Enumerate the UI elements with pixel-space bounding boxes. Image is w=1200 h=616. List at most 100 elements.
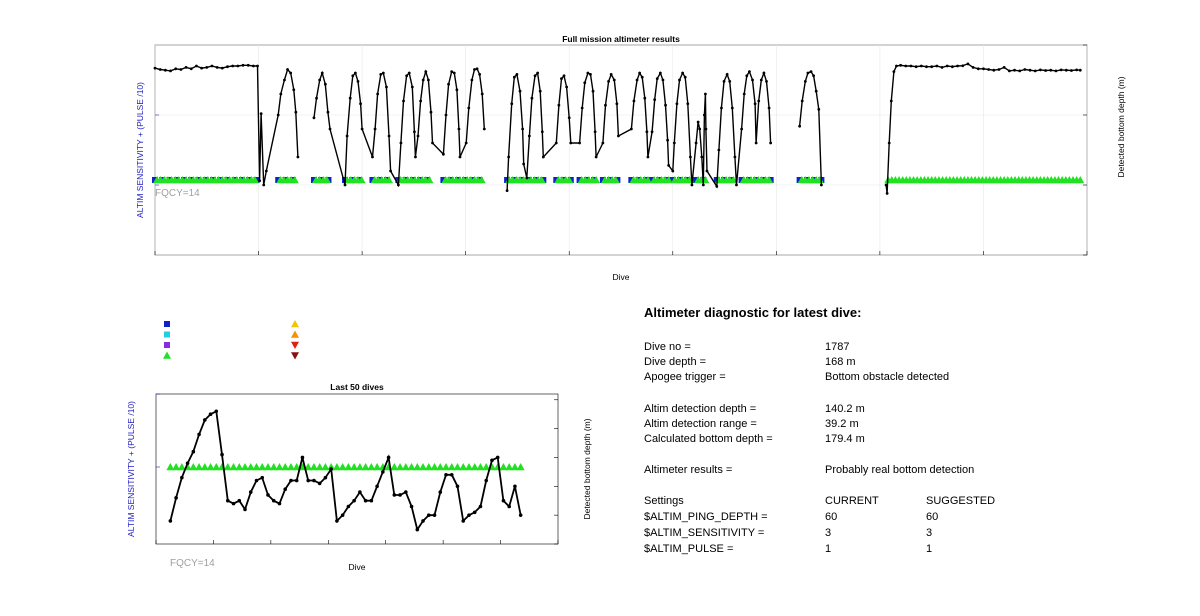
bod-real-return-marker: [447, 463, 456, 471]
pulse-row: $ALTIM_PULSE = 1 1: [644, 543, 1164, 557]
depth-point: [438, 490, 443, 494]
depth-point: [248, 490, 253, 494]
bod-real-return-marker: [322, 176, 331, 184]
pulse-current: 1: [825, 543, 832, 555]
bod-real-return-marker: [373, 463, 382, 471]
bod-real-return-marker: [385, 176, 394, 184]
legend-square-marker: [164, 331, 170, 338]
depth-point: [392, 493, 397, 497]
depth-point: [415, 527, 420, 532]
depth-point: [231, 501, 236, 506]
bod-real-return-marker: [499, 463, 508, 471]
bottom-x-axis-label: Dive: [348, 562, 365, 572]
bod-real-return-marker: [464, 463, 473, 471]
bod-real-return-marker: [177, 463, 186, 471]
bod-real-return-marker: [390, 463, 399, 471]
bottom-y-right-label: Detected bottom depth (m): [582, 418, 592, 519]
legend-square-marker: [164, 342, 170, 348]
bod-real-return-marker: [516, 463, 525, 471]
altim-depth-value: 140.2 m: [825, 403, 865, 415]
depth-point: [197, 432, 201, 437]
bod-real-return-marker: [195, 463, 204, 471]
dive-no-label: Dive no =: [644, 341, 691, 353]
depth-point: [289, 478, 293, 483]
depth-point: [294, 478, 299, 483]
depth-trace-line: [885, 63, 1081, 194]
bod-real-return-marker: [327, 463, 336, 471]
bod-real-return-marker: [332, 463, 341, 471]
depth-point: [472, 510, 477, 515]
depth-point: [404, 490, 408, 494]
results-label: Altimeter results =: [644, 464, 733, 476]
depth-point: [237, 498, 242, 503]
bod-real-return-marker: [166, 463, 175, 471]
depth-trace-line: [313, 67, 485, 188]
bod-real-return-marker: [477, 176, 486, 184]
depth-point: [432, 513, 437, 517]
depth-point: [444, 472, 448, 477]
depth-point: [369, 498, 374, 503]
depth-point: [409, 504, 414, 509]
depth-point: [180, 475, 184, 480]
settings-header-row: Settings CURRENT SUGGESTED: [644, 495, 1164, 509]
bod-real-return-marker: [315, 463, 324, 471]
bottom-chart-title: Last 50 dives: [330, 382, 384, 392]
depth-point: [283, 487, 288, 491]
bod-real-return-marker: [241, 463, 250, 471]
bod-real-return-marker: [258, 463, 267, 471]
ping-depth-suggested: 60: [926, 511, 939, 523]
bod-real-return-marker: [189, 463, 198, 471]
bod-real-return-marker: [206, 463, 215, 471]
depth-point: [214, 409, 219, 414]
bod-real-return-marker: [344, 463, 353, 471]
depth-point: [185, 461, 190, 466]
depth-point: [191, 449, 196, 454]
bod-real-return-marker: [281, 463, 290, 471]
current-header: CURRENT: [825, 495, 879, 507]
calc-bottom-row: Calculated bottom depth = 179.4 m: [644, 433, 1164, 447]
diagnostic-title: Altimeter diagnostic for latest dive:: [644, 305, 862, 320]
bod-real-return-marker: [309, 463, 318, 471]
bod-real-return-marker: [292, 463, 301, 471]
depth-point: [254, 478, 259, 483]
depth-point: [277, 501, 282, 506]
depth-point: [317, 481, 322, 486]
bod-real-return-marker: [565, 176, 574, 184]
ping-depth-row: $ALTIM_PING_DEPTH = 60 60: [644, 511, 1164, 525]
bottom-y-left-label: ALTIM SENSITIVITY + (PULSE /10): [126, 401, 136, 537]
bod-real-return-marker: [419, 463, 428, 471]
depth-point: [467, 513, 471, 517]
bod-real-return-marker: [436, 463, 445, 471]
depth-point: [484, 478, 489, 483]
top-grid: [154, 44, 1088, 256]
calc-bottom-value: 179.4 m: [825, 433, 865, 445]
dive-no-row: Dive no = 1787: [644, 341, 1164, 355]
dive-depth-value: 168 m: [825, 356, 856, 368]
bod-real-return-marker: [338, 463, 347, 471]
bod-real-return-marker: [476, 463, 485, 471]
depth-point: [220, 452, 224, 457]
depth-point: [174, 496, 178, 500]
depth-point: [518, 513, 523, 517]
ping-depth-label: $ALTIM_PING_DEPTH =: [644, 511, 768, 523]
bod-real-return-marker: [250, 176, 259, 184]
depth-point: [461, 519, 466, 523]
depth-point: [421, 519, 425, 523]
bod-real-return-marker: [355, 463, 364, 471]
bod-real-return-marker: [430, 463, 439, 471]
depth-point: [495, 455, 500, 460]
depth-point: [507, 504, 511, 509]
bottom-y-left-ticks: [156, 393, 160, 468]
depth-point: [490, 458, 494, 463]
depth-point: [260, 475, 265, 480]
depth-point: [271, 498, 276, 503]
dive-depth-row: Dive depth = 168 m: [644, 356, 1164, 370]
depth-point: [386, 455, 391, 460]
depth-point: [335, 519, 339, 523]
depth-point: [426, 513, 431, 517]
bod-real-return-marker: [1076, 176, 1085, 184]
bod-real-return-marker: [424, 463, 433, 471]
bottom-depth-trace: [168, 409, 523, 532]
full-mission-chart: Full mission altimeter results Dive ALTI…: [135, 34, 1126, 282]
